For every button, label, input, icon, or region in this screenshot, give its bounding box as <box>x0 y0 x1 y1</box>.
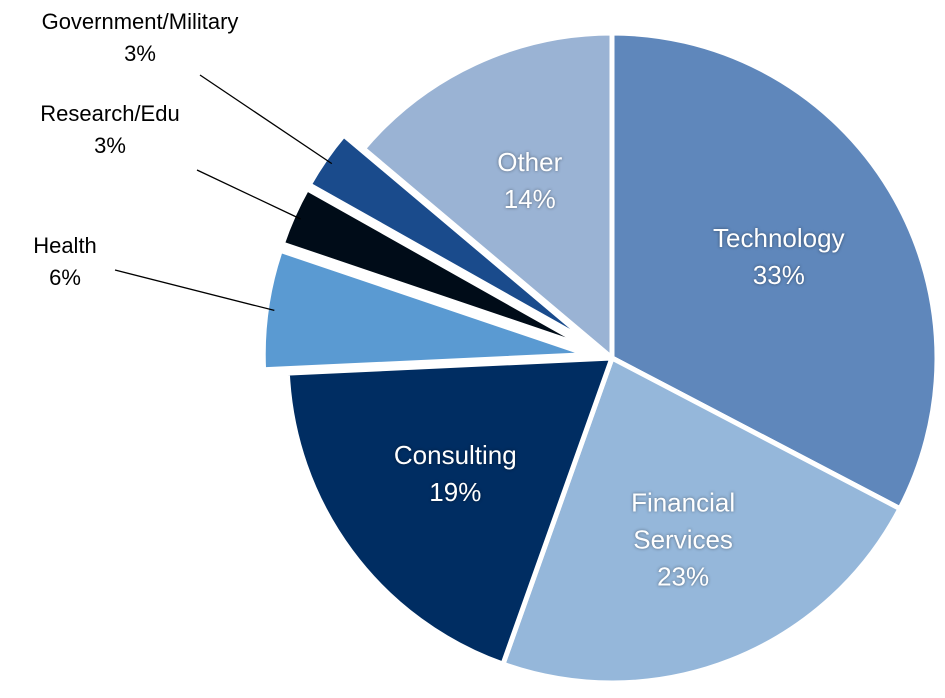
leader-line <box>114 269 275 312</box>
slice-label: Other 14% <box>445 144 615 218</box>
category-label: Government/Military <box>41 9 239 34</box>
slice-label: Research/Edu 3% <box>0 98 230 162</box>
pie-slice <box>500 355 903 686</box>
value-label: 33% <box>752 260 805 291</box>
slice-label: Financial Services 23% <box>598 484 768 595</box>
value-label: 19% <box>429 477 482 508</box>
pie-slice <box>609 30 940 512</box>
value-label: 23% <box>657 561 710 592</box>
slice-label: Consulting 19% <box>370 437 540 511</box>
value-label: 3% <box>94 133 126 158</box>
category-label: Financial Services <box>631 487 736 555</box>
leader-line <box>199 74 333 165</box>
category-label: Health <box>33 233 97 258</box>
slice-label: Technology 33% <box>694 220 864 294</box>
value-label: 6% <box>49 265 81 290</box>
category-label: Consulting <box>393 440 517 471</box>
category-label: Technology <box>713 223 845 254</box>
category-label: Other <box>497 147 563 178</box>
pie-slice <box>260 247 591 373</box>
slice-label: Government/Military 3% <box>20 6 260 70</box>
pie-slice <box>284 355 615 667</box>
value-label: 14% <box>503 184 556 215</box>
pie-slice <box>360 30 615 361</box>
leader-line <box>196 169 301 220</box>
value-label: 3% <box>124 41 156 66</box>
category-label: Research/Edu <box>40 101 180 126</box>
slice-label: Health 6% <box>0 230 185 294</box>
